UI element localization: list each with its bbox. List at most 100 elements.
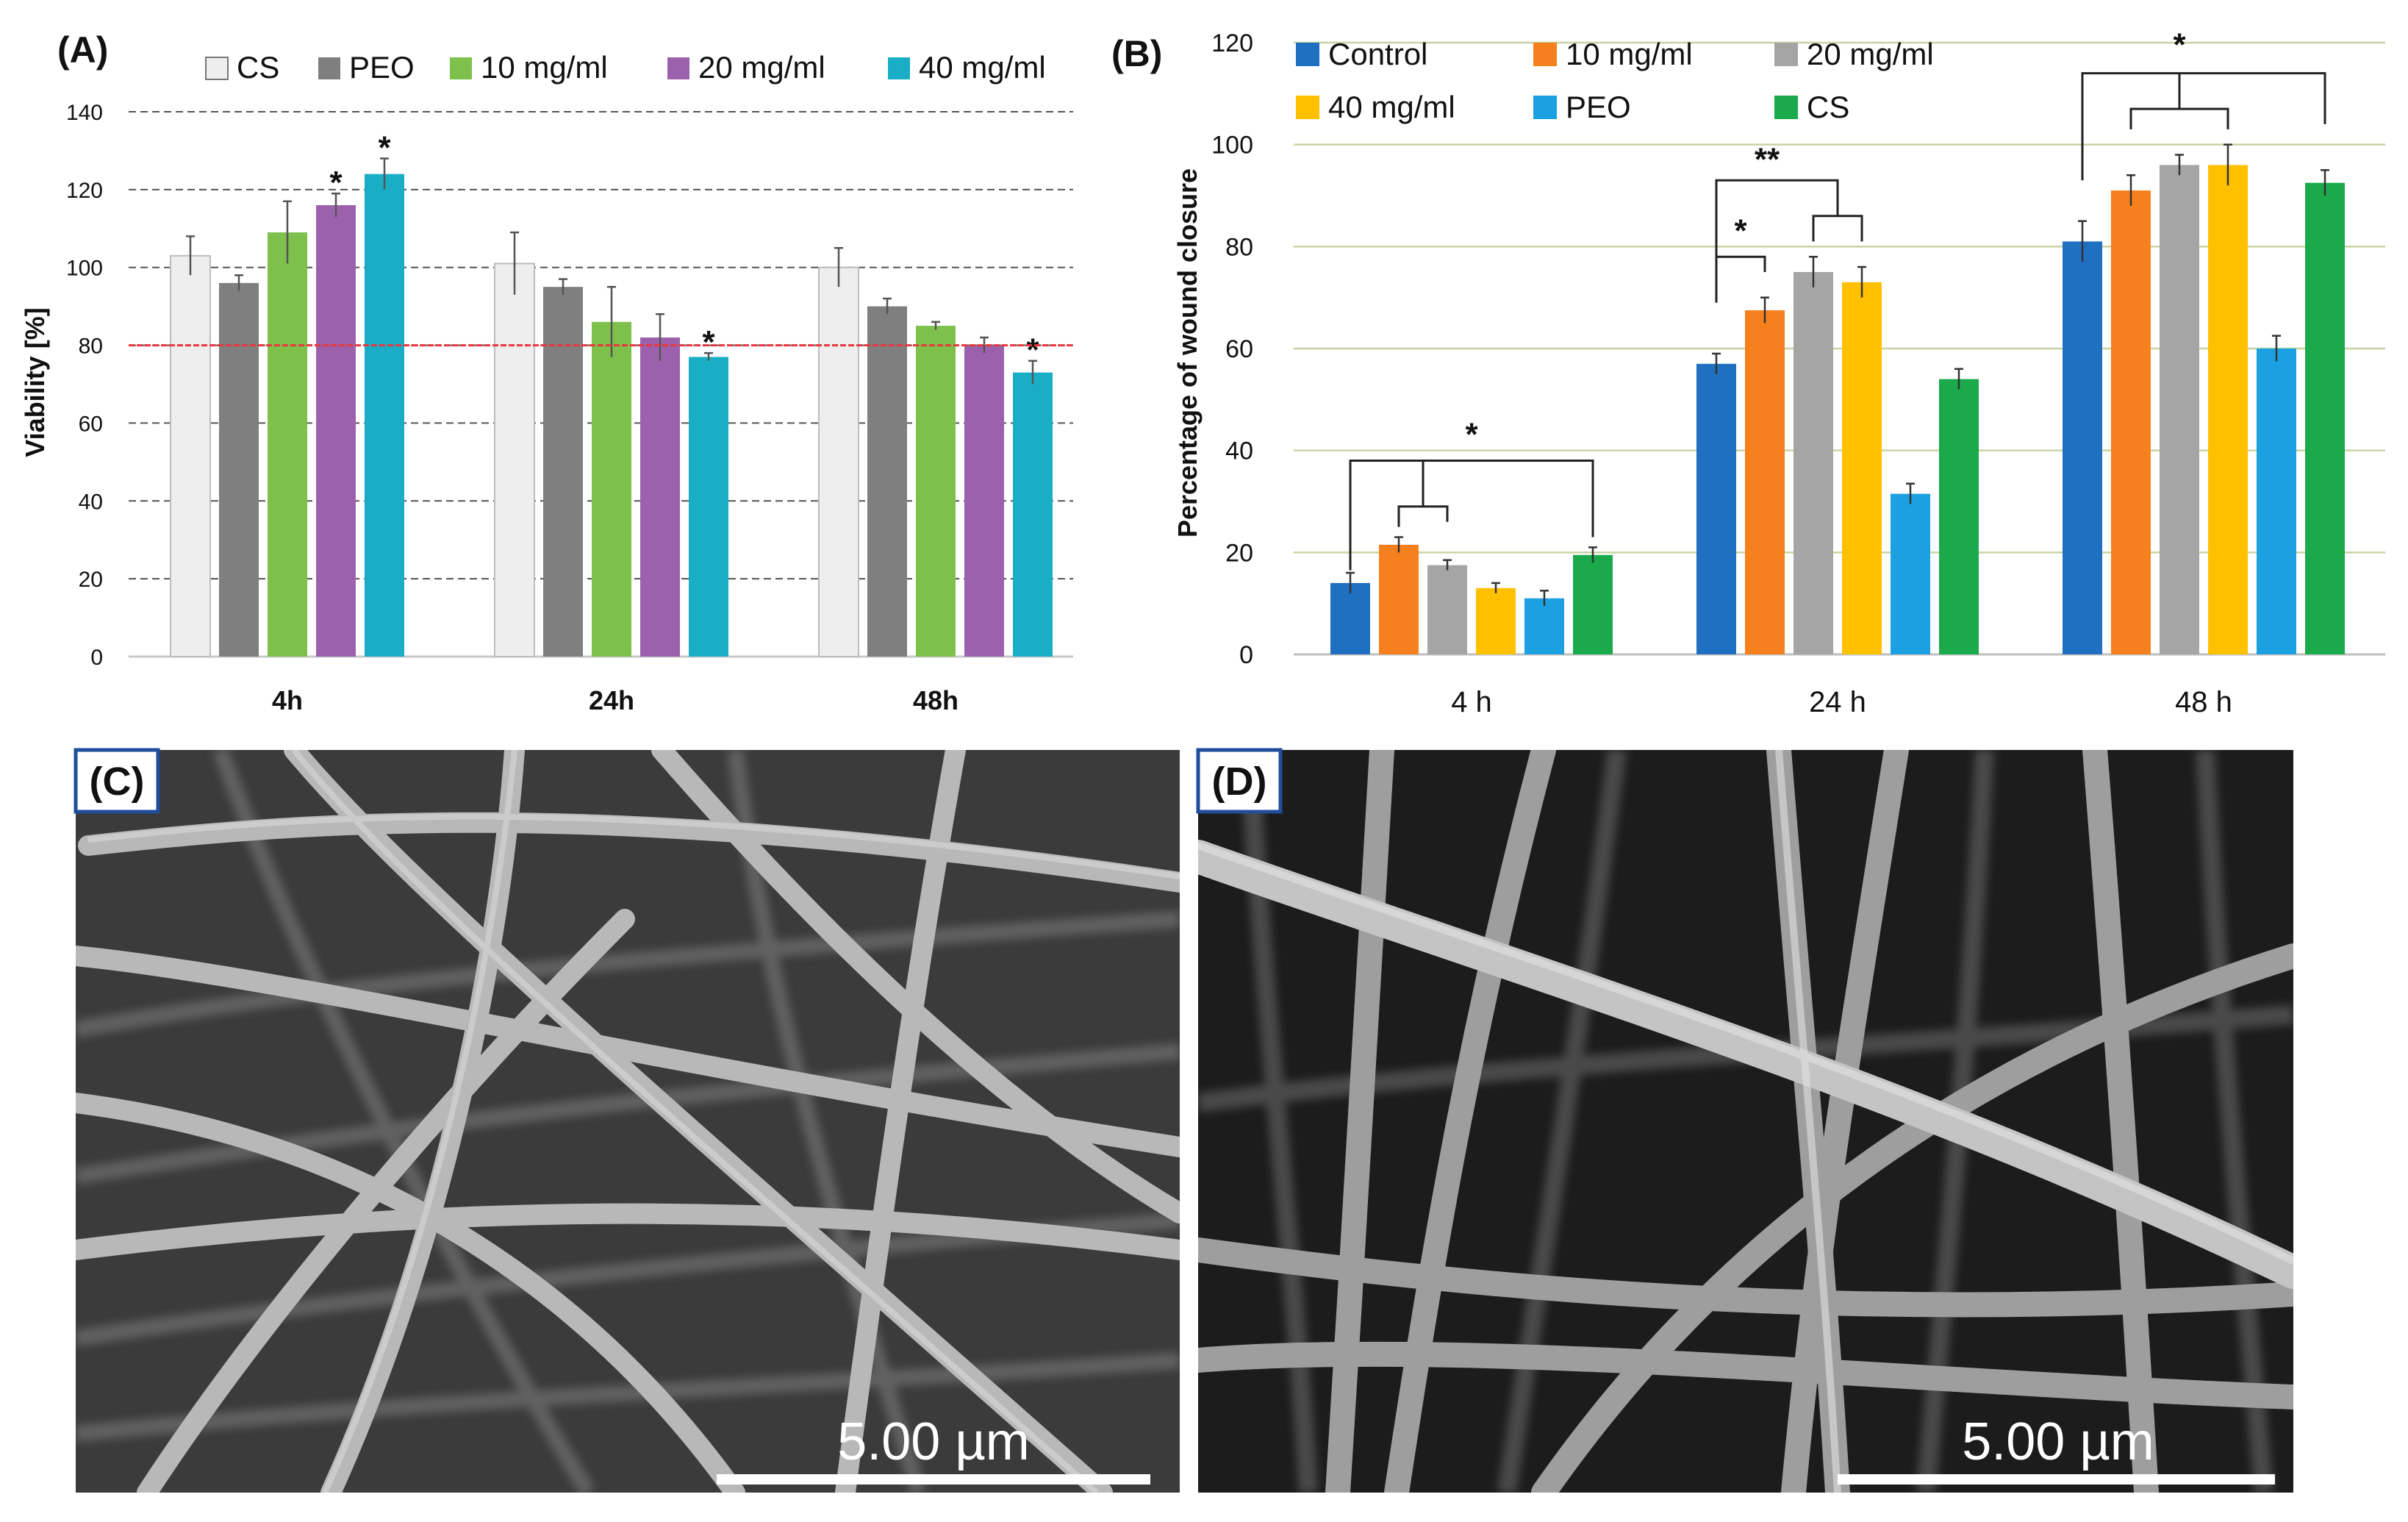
bar-24h-40-mg-ml [689,357,728,657]
panel-label-c: (C) [90,760,145,804]
legend-label-40-mg-ml: 40 mg/ml [919,50,1046,85]
bar-4h-cs [170,254,211,658]
significance-marker-48h: * [2173,26,2186,62]
bar-4-h-cs [1573,554,1613,654]
bar-48-h-peo [2257,349,2296,654]
legend-label-cs: CS [237,50,279,85]
significance-marker-24h-double: ** [1755,141,1780,177]
bar-48h-20-mg-ml [964,345,1004,657]
bar-24-h-10-mg-ml [1745,310,1785,654]
viability-x-ticks: 4h 24h 48h [272,685,958,715]
legend-label-peo: PEO [349,50,415,85]
legend-label-40-mg-ml: 40 mg/ml [1328,90,1455,124]
x-tick-label-48h: 48h [913,685,958,715]
bracket-24h-inner [1812,215,1863,242]
y-tick-label-40: 40 [79,490,103,514]
legend-label-cs: CS [1807,90,1849,124]
y-tick-label-140: 140 [66,101,103,125]
wound-closure-significance-brackets: ***** [1349,26,2326,571]
x-tick-label-4-h: 4 h [1451,686,1492,718]
scale-bar-d [1838,1474,2275,1485]
x-tick-label-24-h: 24 h [1809,686,1866,718]
bar-24-h-peo [1891,493,1930,654]
wound-closure-y-axis-label: Percentage of wound closure [1172,168,1203,537]
y-tick-label-20: 20 [1225,539,1253,567]
scale-bar-label-c: 5.00 µm [837,1412,1030,1471]
bracket-48h-inner [2129,107,2229,129]
legend-label-20-mg-ml: 20 mg/ml [1807,37,1934,71]
bar-48-h-40-mg-ml [2208,165,2248,654]
sem-micrograph-c: (C) 5.00 µm [74,748,1180,1493]
y-tick-label-80: 80 [79,335,103,359]
wound-closure-bars [1330,143,2345,655]
y-tick-label-100: 100 [66,257,103,281]
bar-48h-cs [818,266,859,657]
legend-swatch-cs [1774,96,1798,119]
scale-bar-label-d: 5.00 µm [1962,1412,2154,1471]
bar-4-h-20-mg-ml [1427,565,1467,654]
x-tick-label-24h: 24h [589,685,634,715]
bracket-24h-small [1715,255,1766,303]
bar-24h-cs [494,262,535,657]
viability-y-axis-label: Viability [%] [20,307,50,457]
bar-24h-20-mg-ml [640,337,680,657]
y-tick-label-60: 60 [79,412,103,436]
wound-closure-x-ticks: 4 h 24 h 48 h [1451,686,2232,718]
bar-4-h-control [1330,582,1370,654]
bar-48h-40-mg-ml [1013,372,1053,657]
wound-closure-gridlines [1294,41,2385,554]
bar-24-h-20-mg-ml [1794,272,1833,654]
bar-4h-peo [219,282,259,657]
bar-48-h-cs [2305,182,2345,654]
panel-label-box-c [74,748,160,814]
y-tick-label-0: 0 [90,646,103,670]
viability-legend: CS PEO 10 mg/ml 20 mg/ml 40 mg/ml [205,50,1046,85]
y-tick-label-40: 40 [1225,437,1253,465]
significance-marker-0: * [329,165,343,201]
legend-label-10-mg-ml: 10 mg/ml [1566,37,1693,71]
y-tick-label-120: 120 [1211,29,1253,57]
legend-label-control: Control [1328,37,1427,71]
bar-4h-10-mg-ml [268,232,307,657]
y-tick-label-120: 120 [66,179,103,203]
wound-closure-legend: Control 10 mg/ml 20 mg/ml 40 mg/ml PEO CS [1296,37,1934,124]
significance-marker-2: * [702,324,715,360]
bar-24h-peo [543,287,583,657]
panel-label-d: (D) [1212,760,1267,804]
significance-marker-4h: * [1465,417,1478,453]
legend-swatch-10-mg-ml [450,57,472,79]
sem-micrograph-d: (D) 5.00 µm [1196,748,2293,1493]
legend-swatch-peo [318,57,340,79]
bracket-48h-outer [2081,72,2326,181]
y-tick-label-60: 60 [1225,335,1253,363]
bar-48h-10-mg-ml [916,326,956,657]
wound-closure-chart: (B) 0 20 40 60 80 100 120 Percentage of wound … [1111,26,2385,718]
panel-label-box-d [1196,748,1283,814]
panel-label-b: (B) [1111,33,1162,74]
y-tick-label-80: 80 [1225,233,1253,261]
x-tick-label-4h: 4h [272,685,303,715]
bar-4-h-peo [1524,598,1564,654]
bar-4-h-10-mg-ml [1379,544,1419,654]
significance-marker-24h-single: * [1734,212,1747,249]
bar-4h-40-mg-ml [365,174,404,657]
bracket-4h-inner [1397,505,1449,527]
viability-y-ticks: 0 20 40 60 80 100 120 140 [66,101,103,670]
legend-label-peo: PEO [1566,90,1631,124]
significance-marker-3: * [1026,332,1039,368]
legend-swatch-peo [1533,96,1557,119]
y-tick-label-100: 100 [1211,132,1253,160]
bar-4-h-40-mg-ml [1476,587,1516,654]
viability-chart: (A) CS PEO 10 mg/ml 20 mg/ml 40 mg/ml 0 20 40 6… [20,29,1073,715]
legend-swatch-20-mg-ml [1774,43,1798,66]
legend-swatch-40-mg-ml [888,57,910,79]
bar-24h-10-mg-ml [592,321,631,657]
bar-24-h-control [1696,363,1736,654]
bar-48h-peo [867,306,907,657]
y-tick-label-20: 20 [79,568,103,592]
bar-48-h-control [2063,241,2102,654]
significance-marker-1: * [378,130,391,166]
bar-4h-20-mg-ml [316,205,356,657]
legend-label-20-mg-ml: 20 mg/ml [698,50,825,85]
